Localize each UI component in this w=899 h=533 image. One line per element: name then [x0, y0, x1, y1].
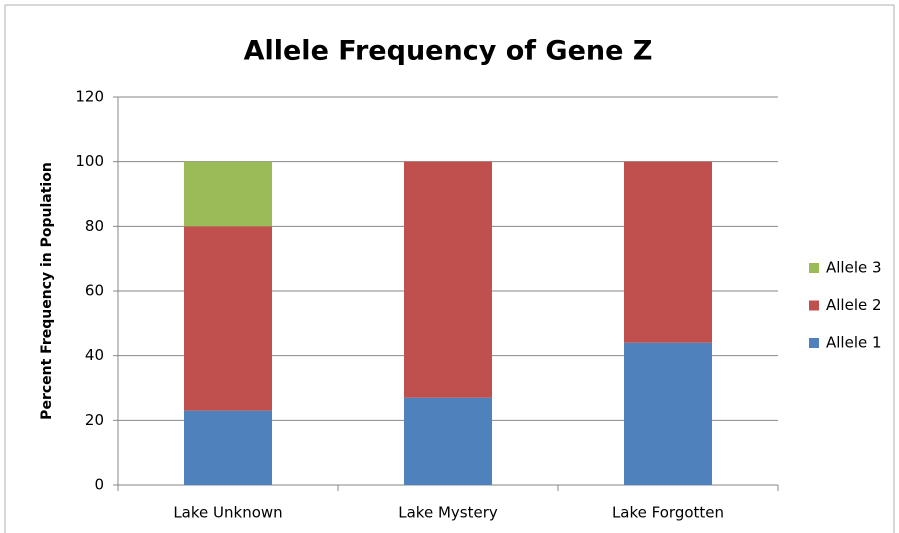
legend-label: Allele 1	[826, 334, 882, 352]
legend-swatch	[809, 338, 819, 348]
y-tick-label: 40	[85, 346, 104, 364]
bar-segment	[184, 410, 272, 485]
bar-segment	[404, 397, 492, 485]
legend-swatch	[809, 300, 819, 311]
y-tick-label: 100	[75, 152, 104, 170]
x-tick-label: Lake Forgotten	[612, 504, 724, 522]
chart-title: Allele Frequency of Gene Z	[244, 36, 653, 67]
bar-segment	[184, 226, 272, 411]
bar-segment	[404, 161, 492, 398]
bar-segment	[184, 161, 272, 227]
bar-segment	[624, 161, 712, 343]
x-tick-label: Lake Mystery	[398, 504, 498, 522]
legend-swatch	[809, 263, 819, 273]
y-tick-label: 60	[85, 282, 104, 300]
bar-segment	[624, 342, 712, 485]
y-tick-label: 20	[85, 411, 104, 429]
legend-label: Allele 3	[826, 259, 882, 277]
legend-label: Allele 2	[826, 296, 882, 314]
y-tick-label: 0	[94, 476, 104, 494]
y-tick-label: 80	[85, 217, 104, 235]
y-axis-label: Percent Frequency in Population	[39, 162, 55, 420]
x-tick-label: Lake Unknown	[173, 504, 282, 522]
y-tick-label: 120	[75, 88, 104, 106]
